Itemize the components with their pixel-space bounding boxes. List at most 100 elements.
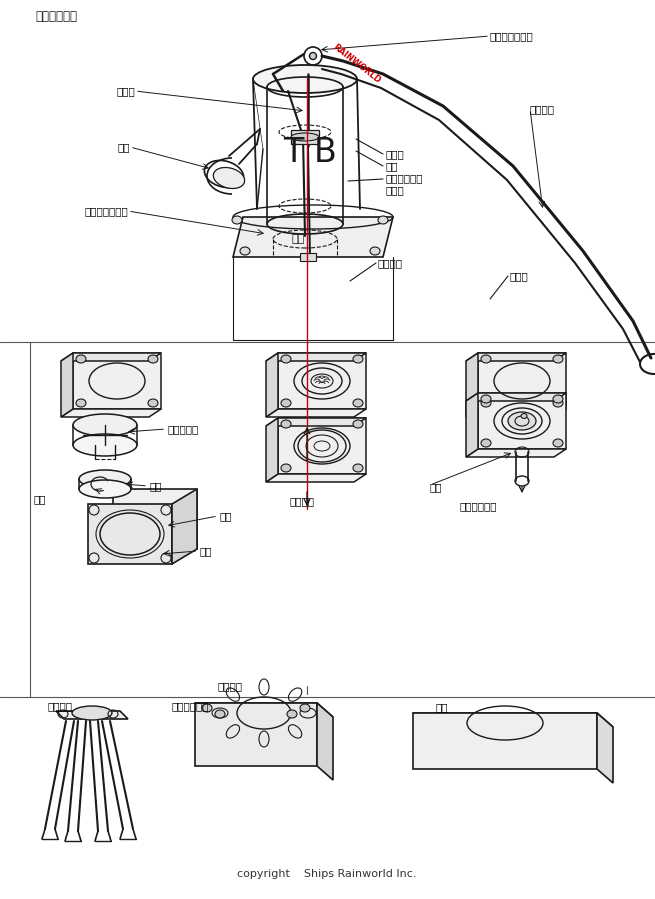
Ellipse shape (148, 399, 158, 407)
Text: プラ玉: プラ玉 (385, 149, 403, 159)
Polygon shape (413, 713, 597, 769)
Polygon shape (266, 474, 366, 482)
Polygon shape (317, 703, 333, 780)
Ellipse shape (287, 710, 297, 718)
Ellipse shape (232, 216, 242, 224)
Ellipse shape (481, 395, 491, 403)
Ellipse shape (300, 704, 310, 712)
Polygon shape (466, 393, 566, 401)
Bar (300, 253, 316, 261)
Polygon shape (88, 504, 172, 564)
Ellipse shape (481, 399, 491, 407)
Text: 高台: 高台 (200, 546, 212, 556)
Text: 玉下: 玉下 (430, 482, 443, 492)
Polygon shape (266, 418, 366, 426)
Ellipse shape (353, 420, 363, 428)
Ellipse shape (202, 704, 212, 712)
Ellipse shape (281, 464, 291, 472)
Text: copyright    Ships Rainworld Inc.: copyright Ships Rainworld Inc. (237, 869, 417, 879)
Polygon shape (61, 353, 161, 361)
Polygon shape (195, 703, 333, 717)
Ellipse shape (370, 247, 380, 255)
Ellipse shape (76, 399, 86, 407)
Text: 平弁ガイド: 平弁ガイド (168, 424, 199, 434)
Ellipse shape (79, 470, 131, 488)
Text: 各種架台: 各種架台 (218, 681, 243, 691)
Bar (291, 130, 319, 144)
Polygon shape (466, 393, 478, 457)
Polygon shape (597, 713, 613, 783)
Text: 掘り井戸: 掘り井戸 (289, 496, 314, 506)
Polygon shape (195, 703, 317, 766)
Polygon shape (266, 353, 366, 361)
Ellipse shape (215, 710, 225, 718)
Ellipse shape (553, 395, 563, 403)
Ellipse shape (521, 414, 527, 419)
Polygon shape (233, 217, 393, 257)
Ellipse shape (481, 355, 491, 363)
Polygon shape (266, 353, 278, 417)
Text: ライト弁: ライト弁 (378, 258, 403, 268)
Ellipse shape (508, 412, 536, 430)
Ellipse shape (553, 439, 563, 447)
Polygon shape (61, 353, 73, 417)
Text: T B: T B (283, 136, 337, 168)
Ellipse shape (553, 355, 563, 363)
Text: 合ゴム: 合ゴム (510, 271, 529, 281)
Ellipse shape (310, 52, 316, 59)
Ellipse shape (72, 706, 112, 720)
Text: ロッド: ロッド (116, 86, 135, 96)
Ellipse shape (281, 399, 291, 407)
Text: ・鉄プレート: ・鉄プレート (172, 701, 210, 711)
Text: 最強ピストン: 最強ピストン (385, 173, 422, 183)
Polygon shape (466, 353, 566, 361)
Ellipse shape (76, 355, 86, 363)
Polygon shape (478, 393, 566, 449)
Polygon shape (56, 711, 128, 719)
Text: サイズ: サイズ (385, 185, 403, 195)
Text: 打ち込み井戸: 打ち込み井戸 (460, 501, 498, 511)
Ellipse shape (553, 399, 563, 407)
Ellipse shape (253, 65, 357, 93)
Text: 平弁: 平弁 (150, 481, 162, 491)
Polygon shape (61, 409, 161, 417)
Polygon shape (466, 409, 566, 417)
Polygon shape (466, 449, 566, 457)
Ellipse shape (73, 414, 137, 436)
Text: RAINWORLD: RAINWORLD (331, 42, 383, 85)
Polygon shape (413, 713, 613, 727)
Text: ブランドマーク: ブランドマーク (490, 31, 534, 41)
Text: 木玉: 木玉 (385, 161, 398, 171)
Ellipse shape (353, 399, 363, 407)
Text: ポンプ構成図: ポンプ構成図 (35, 11, 77, 23)
Ellipse shape (481, 439, 491, 447)
Polygon shape (172, 489, 197, 564)
Ellipse shape (73, 434, 137, 456)
Polygon shape (266, 409, 366, 417)
Text: 下次: 下次 (220, 511, 233, 521)
Text: ハンドル: ハンドル (530, 104, 555, 114)
Text: 足型架台: 足型架台 (48, 701, 73, 711)
Ellipse shape (214, 167, 245, 189)
Text: 本体シリンダー: 本体シリンダー (84, 206, 128, 216)
Ellipse shape (79, 480, 131, 498)
Ellipse shape (281, 420, 291, 428)
Polygon shape (466, 353, 478, 417)
Polygon shape (113, 489, 197, 549)
Text: 台板: 台板 (435, 702, 447, 712)
Polygon shape (266, 418, 278, 482)
Polygon shape (73, 353, 161, 409)
Text: 水口: 水口 (117, 142, 130, 152)
Polygon shape (478, 353, 566, 409)
Ellipse shape (281, 355, 291, 363)
Ellipse shape (240, 247, 250, 255)
Ellipse shape (291, 133, 319, 141)
Polygon shape (278, 418, 366, 474)
Ellipse shape (378, 216, 388, 224)
Ellipse shape (353, 464, 363, 472)
Polygon shape (278, 353, 366, 409)
Text: 高台: 高台 (33, 494, 45, 504)
Text: ３２: ３２ (291, 234, 305, 244)
Ellipse shape (353, 355, 363, 363)
Ellipse shape (148, 355, 158, 363)
